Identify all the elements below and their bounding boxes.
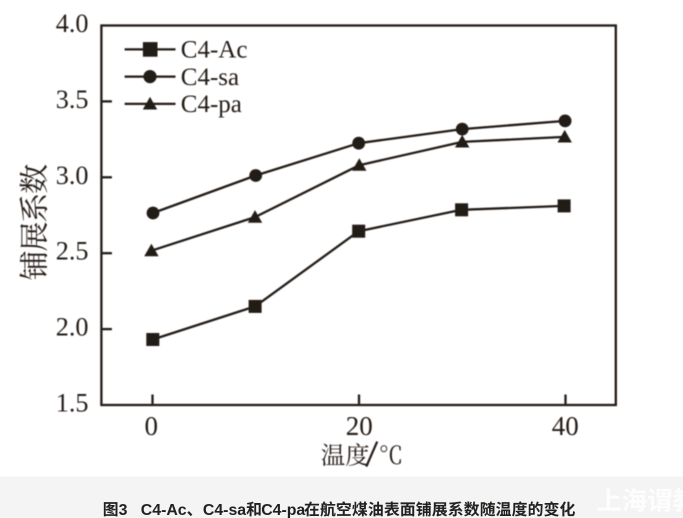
svg-text:C4-sa: C4-sa [181, 64, 239, 91]
svg-text:C4-sa: C4-sa [203, 502, 246, 518]
svg-text:2.0: 2.0 [56, 313, 89, 342]
svg-text:40: 40 [552, 411, 579, 441]
svg-text:3.0: 3.0 [56, 161, 89, 190]
svg-text:4.0: 4.0 [56, 9, 89, 38]
svg-text:3: 3 [119, 502, 128, 518]
svg-text:C4-pa: C4-pa [261, 502, 305, 518]
svg-text:C4-Ac: C4-Ac [181, 37, 248, 64]
svg-text:C4-Ac: C4-Ac [141, 502, 187, 518]
svg-text:20: 20 [346, 411, 373, 441]
svg-text:2.5: 2.5 [56, 237, 89, 266]
svg-text:3.5: 3.5 [56, 85, 89, 114]
svg-text:C4-pa: C4-pa [181, 91, 242, 118]
svg-text:1.5: 1.5 [56, 389, 89, 418]
svg-text:0: 0 [145, 411, 159, 441]
